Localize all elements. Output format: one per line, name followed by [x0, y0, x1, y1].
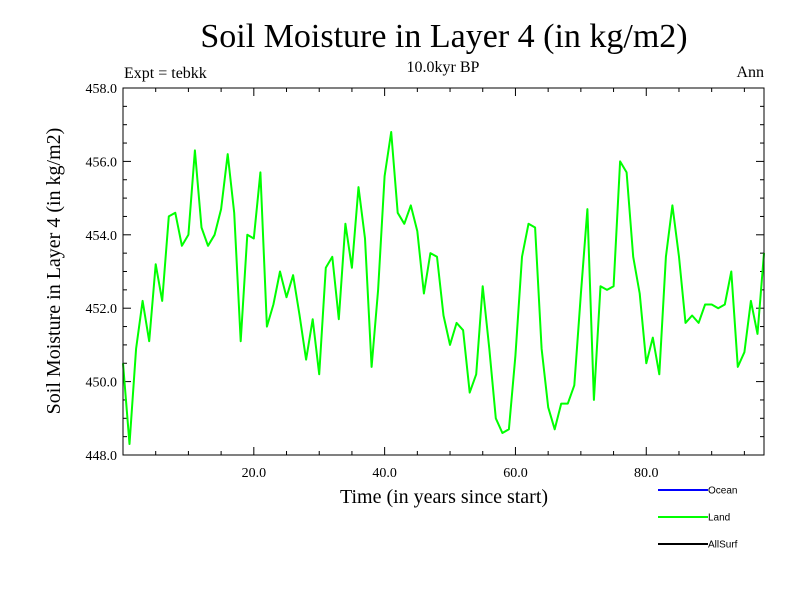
y-tick-label: 454.0: [86, 229, 118, 244]
y-tick-label: 450.0: [86, 376, 118, 391]
season-label: Ann: [736, 64, 764, 81]
plot-area: 448.0 450.0 452.0 454.0 456.0 458.0 20.0 40.0 60…: [86, 82, 765, 481]
y-tick-label: 448.0: [86, 449, 118, 464]
y-tick-label: 456.0: [86, 155, 118, 170]
legend-label-ocean: Ocean: [708, 486, 737, 497]
legend-label-allsurf: AllSurf: [708, 540, 738, 551]
x-tick-label: 20.0: [242, 466, 267, 481]
experiment-label: Expt = tebkk: [124, 65, 207, 82]
period-label: 10.0kyr BP: [407, 59, 480, 76]
chart-title: Soil Moisture in Layer 4 (in kg/m2): [200, 18, 687, 55]
x-tick-label: 40.0: [372, 466, 397, 481]
plot-frame: [122, 87, 765, 456]
legend-label-land: Land: [708, 513, 730, 524]
legend: Ocean Land AllSurf: [658, 486, 738, 551]
y-axis-label: Soil Moisture in Layer 4 (in kg/m2): [43, 128, 65, 415]
x-tick-label: 60.0: [503, 466, 528, 481]
x-axis-label: Time (in years since start): [340, 486, 548, 508]
x-tick-label: 80.0: [634, 466, 659, 481]
series-line-land: [122, 131, 765, 445]
y-tick-label: 458.0: [86, 82, 118, 97]
y-tick-label: 452.0: [86, 302, 118, 317]
